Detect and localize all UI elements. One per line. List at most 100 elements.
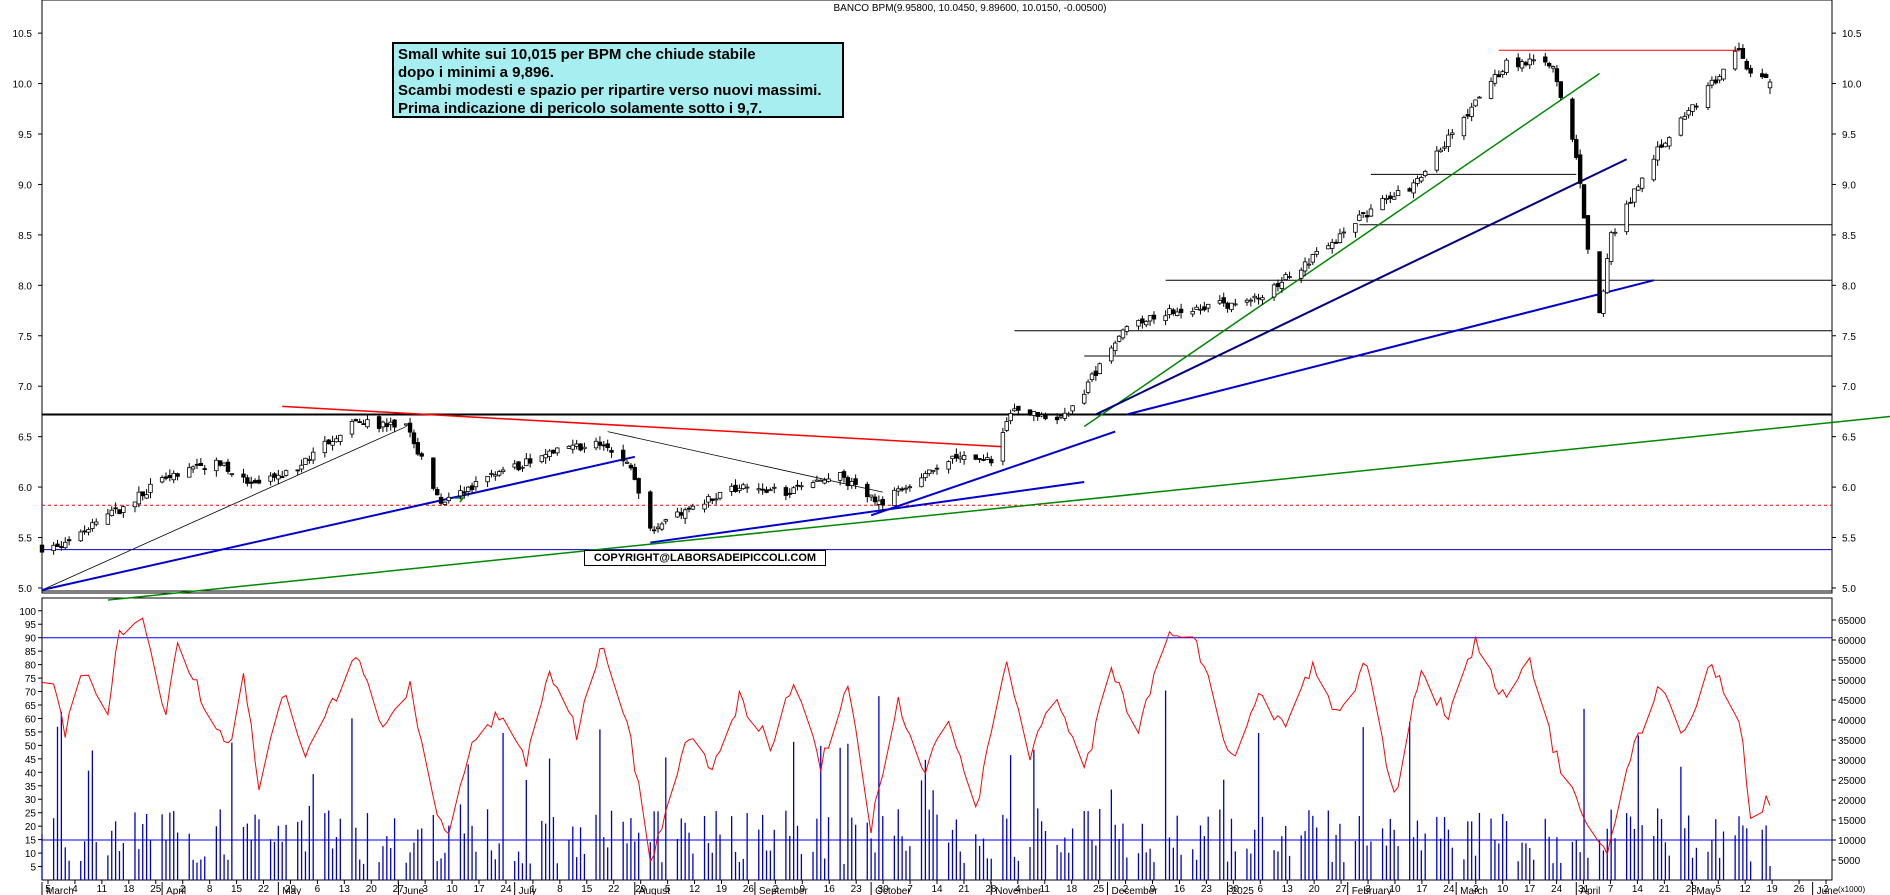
date-tick-label: 12 xyxy=(689,884,701,895)
candle-body xyxy=(307,459,312,461)
candle-body xyxy=(1190,311,1195,315)
candle-body xyxy=(1140,318,1145,324)
date-tick-label: 27 xyxy=(1336,884,1348,895)
volume-tick-label: 40000 xyxy=(1838,716,1866,727)
date-tick-label: 28 xyxy=(1686,884,1698,895)
candle-body xyxy=(376,416,382,429)
month-label: September xyxy=(759,886,809,895)
candle-body xyxy=(1574,139,1579,159)
comment-box: Small white sui 10,015 per BPM che chiud… xyxy=(392,42,844,118)
month-label: August xyxy=(639,886,670,895)
date-tick-label: 18 xyxy=(123,884,135,895)
candle-body xyxy=(1171,309,1176,315)
candle-body xyxy=(1012,408,1017,412)
date-tick-label: 17 xyxy=(473,884,485,895)
date-tick-label: 4 xyxy=(1015,884,1021,895)
month-label: April xyxy=(1580,886,1600,895)
month-label: February xyxy=(1352,886,1392,895)
candle-body xyxy=(1395,190,1401,197)
candle-body xyxy=(1419,176,1424,182)
oscillator-tick-label: 65 xyxy=(25,701,37,712)
volume-tick-label: 30000 xyxy=(1838,756,1866,767)
candle-body xyxy=(431,457,436,489)
candle-body xyxy=(1577,154,1583,184)
candle-body xyxy=(1256,297,1261,300)
candle-body xyxy=(582,446,587,450)
candle-body xyxy=(919,477,924,488)
price-tick-label-right: 8.5 xyxy=(1842,231,1856,242)
candle-body xyxy=(1763,74,1769,78)
price-tick-label-left: 5.5 xyxy=(18,534,32,545)
oscillator-tick-label: 90 xyxy=(25,634,37,645)
candle-body xyxy=(547,450,552,458)
candle-body xyxy=(295,469,300,472)
candle-body xyxy=(1151,314,1157,320)
month-label: May xyxy=(282,886,301,895)
candle-body xyxy=(923,473,928,479)
month-label: October xyxy=(875,886,911,895)
candle-body xyxy=(214,459,219,472)
candle-body xyxy=(78,531,83,542)
candle-body xyxy=(1248,299,1254,302)
trendline xyxy=(870,430,1116,517)
volume-tick-label: 45000 xyxy=(1838,696,1866,707)
date-tick-label: 24 xyxy=(1443,884,1455,895)
candle-body xyxy=(1694,105,1699,108)
candle-body xyxy=(384,423,390,427)
candle-body xyxy=(1043,413,1048,420)
candle-body xyxy=(1515,57,1521,68)
candle-body xyxy=(1058,415,1064,418)
candle-body xyxy=(1628,201,1633,204)
volume-unit-label: (x1000) xyxy=(1838,885,1865,894)
candle-body xyxy=(283,470,289,476)
price-tick-label-right: 5.5 xyxy=(1842,534,1856,545)
candle-body xyxy=(1066,413,1071,416)
date-tick-label: 25 xyxy=(150,884,162,895)
candle-body xyxy=(299,464,304,470)
candle-body xyxy=(620,449,626,462)
candle-body xyxy=(543,454,548,459)
oscillator-tick-label: 10 xyxy=(25,849,37,860)
candle-body xyxy=(1415,178,1420,184)
candle-body xyxy=(985,457,990,460)
volume-tick-label: 10000 xyxy=(1838,836,1866,847)
price-tick-label-right: 7.0 xyxy=(1842,382,1856,393)
candle-body xyxy=(1167,308,1172,316)
oscillator-tick-label: 20 xyxy=(25,822,37,833)
date-tick-label: 5 xyxy=(1715,884,1721,895)
volume-tick-label: 15000 xyxy=(1838,816,1866,827)
date-tick-label: 2 xyxy=(1823,884,1829,895)
candle-body xyxy=(958,456,963,460)
date-tick-label: 24 xyxy=(500,884,512,895)
price-tick-label-left: 6.0 xyxy=(18,483,32,494)
candle-body xyxy=(1113,342,1118,352)
price-tick-label-left: 8.5 xyxy=(18,231,32,242)
candle-body xyxy=(946,461,951,470)
candle-body xyxy=(1333,241,1339,244)
candle-body xyxy=(411,432,417,445)
candle-body xyxy=(1147,315,1153,322)
comment-line-3: Scambi modesti e spazio per ripartire ve… xyxy=(398,82,822,99)
candle-body xyxy=(403,423,409,426)
candle-body xyxy=(702,503,707,510)
oscillator-tick-label: 35 xyxy=(25,782,37,793)
candle-body xyxy=(322,440,328,454)
candle-body xyxy=(59,546,64,548)
candle-body xyxy=(1469,106,1474,117)
price-tick-label-right: 5.0 xyxy=(1842,584,1856,595)
candle-body xyxy=(1442,146,1447,149)
date-tick-label: 30 xyxy=(878,884,890,895)
candle-body xyxy=(632,467,637,480)
candle-body xyxy=(795,484,800,487)
candle-body xyxy=(710,498,715,501)
trendline xyxy=(607,431,883,493)
volume-tick-label: 65000 xyxy=(1838,616,1866,627)
candle-body xyxy=(458,490,463,497)
candle-body xyxy=(1411,182,1416,194)
candle-body xyxy=(1082,393,1087,404)
candle-body xyxy=(485,475,490,483)
month-label: December xyxy=(1111,886,1158,895)
date-tick-label: 3 xyxy=(1365,884,1371,895)
candle-body xyxy=(1465,114,1471,117)
oscillator-tick-label: 95 xyxy=(25,620,37,631)
